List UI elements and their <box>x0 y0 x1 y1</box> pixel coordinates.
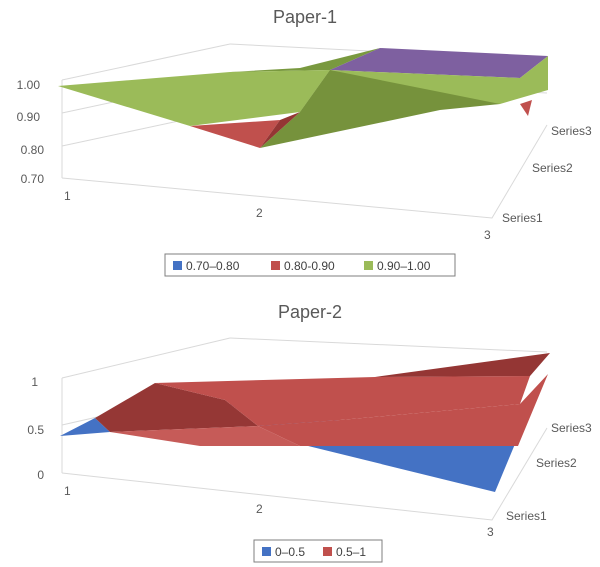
legend-swatch-blue <box>262 547 271 556</box>
legend-swatch-blue <box>173 261 182 270</box>
legend: 0.70–0.80 0.80-0.90 0.90–1.00 <box>164 253 456 277</box>
surface-1 <box>58 48 548 148</box>
back-top-edge <box>229 337 548 353</box>
z-tick-label: 0.70 <box>21 172 45 186</box>
surface-patch-purple <box>330 48 548 78</box>
series-axis: Series1 Series2 Series3 <box>506 421 592 523</box>
z-tick-label: 1.00 <box>17 78 41 92</box>
surface-patch-green-shadow <box>260 70 500 148</box>
z-axis: 1 0.5 0 <box>27 375 44 482</box>
series-label: Series1 <box>502 211 543 225</box>
surface-patch-red-front <box>258 374 548 446</box>
x-tick-label: 1 <box>64 189 71 203</box>
z-tick-label: 0.80 <box>21 143 45 157</box>
x-axis: 1 2 3 <box>64 484 494 539</box>
x-tick-label: 3 <box>487 525 494 539</box>
chart-paper-1: Paper-1 1.00 0.90 0.80 0.70 <box>17 7 592 277</box>
x-tick-label: 2 <box>256 502 263 516</box>
surface-patch-red-dark-top <box>375 353 550 377</box>
z-tick-label: 1 <box>31 375 38 389</box>
surface-patch-red <box>190 120 280 148</box>
legend-swatch-red <box>271 261 280 270</box>
x-tick-label: 3 <box>484 228 491 242</box>
series-label: Series3 <box>551 421 592 435</box>
chart-title: Paper-2 <box>278 302 342 322</box>
chart-paper-2: Paper-2 1 0.5 0 1 2 <box>27 302 592 563</box>
legend-box <box>164 253 456 277</box>
z-tick-label: 0.90 <box>17 110 41 124</box>
legend-box <box>253 539 383 563</box>
legend: 0–0.5 0.5–1 <box>253 539 383 563</box>
x-tick-label: 1 <box>64 484 71 498</box>
floor-edge <box>61 427 548 521</box>
legend-swatch-green <box>364 261 373 270</box>
floor-edge <box>61 124 548 219</box>
z-tick-label: 0.5 <box>27 423 44 437</box>
legend-label: 0.80-0.90 <box>284 259 335 273</box>
legend-label: 0.90–1.00 <box>377 259 431 273</box>
surface-patch-red-right <box>520 100 532 116</box>
legend-label: 0.5–1 <box>336 545 366 559</box>
surface-patch-blue-left <box>60 418 110 436</box>
z-axis: 1.00 0.90 0.80 0.70 <box>17 78 45 186</box>
series-label: Series2 <box>536 456 577 470</box>
surface-2 <box>60 353 550 492</box>
side-top-edge <box>61 43 231 81</box>
surface-patch-red-mid <box>110 426 300 446</box>
legend-label: 0.70–0.80 <box>186 259 240 273</box>
series-label: Series1 <box>506 509 547 523</box>
surface-patch-blue-right <box>300 444 515 492</box>
series-label: Series3 <box>551 124 592 138</box>
series-label: Series2 <box>532 161 573 175</box>
x-axis: 1 2 3 <box>64 189 491 242</box>
surface-patch-green-dark <box>230 48 380 72</box>
side-top-edge <box>61 337 231 379</box>
series-axis: Series1 Series2 Series3 <box>502 124 592 225</box>
surface-patch-green-left <box>58 70 330 126</box>
chart-title: Paper-1 <box>273 7 337 27</box>
surface-patch-red-dark-left <box>95 383 258 432</box>
legend-label: 0–0.5 <box>275 545 305 559</box>
z-tick-label: 0 <box>37 468 44 482</box>
legend-swatch-red <box>323 547 332 556</box>
surface-patch-red-back <box>155 376 530 426</box>
x-tick-label: 2 <box>256 206 263 220</box>
surface-patch-red-shadow <box>260 112 300 148</box>
